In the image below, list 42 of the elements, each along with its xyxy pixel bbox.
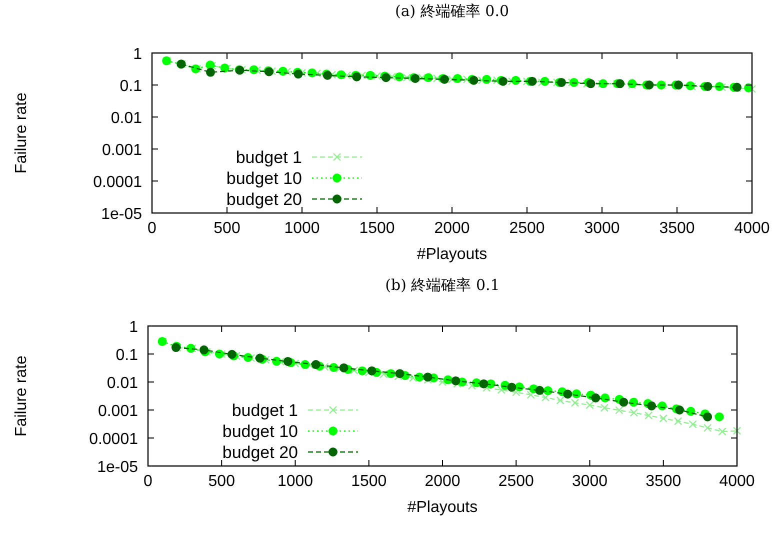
y-axis-title: Failure rate [13, 355, 30, 436]
y-tick-label: 1e-05 [101, 206, 142, 223]
legend-label: budget 1 [236, 148, 302, 167]
y-tick-label: 0.01 [110, 110, 142, 127]
x-tick-label: 500 [208, 473, 236, 490]
x-tick-label: 1000 [277, 473, 314, 490]
legend-label: budget 1 [232, 401, 298, 420]
y-tick-label: 0.1 [116, 347, 138, 364]
y-tick-label: 0.0001 [93, 174, 142, 191]
x-tick-label: 1500 [351, 473, 387, 490]
x-tick-label: 4000 [719, 473, 755, 490]
x-tick-label: 0 [148, 220, 157, 237]
x-tick-label: 3500 [659, 220, 695, 237]
y-tick-label: 0.1 [120, 78, 142, 95]
x-tick-label: 500 [214, 220, 240, 237]
x-tick-label: 1500 [359, 220, 395, 237]
y-tick-label: 0.0001 [89, 431, 138, 448]
chart-title: (a) 終端確率 0.0 [394, 2, 510, 20]
legend-label: budget 20 [222, 443, 298, 462]
y-tick-label: 0.001 [102, 142, 142, 159]
x-tick-label: 2500 [509, 220, 545, 237]
x-axis-title: #Playouts [416, 246, 488, 263]
y-tick-label: 1 [129, 319, 138, 336]
x-tick-label: 1000 [284, 220, 320, 237]
legend-label: budget 10 [222, 422, 298, 441]
x-axis-title: #Playouts [407, 499, 478, 516]
y-tick-label: 0.01 [106, 375, 138, 392]
y-tick-label: 1 [133, 46, 142, 63]
legend-label: budget 20 [226, 190, 302, 209]
chart-title: (b) 終端確率 0.1 [385, 276, 500, 294]
x-tick-label: 3000 [584, 220, 620, 237]
x-tick-label: 0 [144, 473, 153, 490]
x-tick-label: 2500 [498, 473, 534, 490]
y-axis-title: Failure rate [13, 92, 30, 174]
x-tick-label: 2000 [424, 473, 460, 490]
x-tick-label: 2000 [434, 220, 470, 237]
x-tick-label: 4000 [734, 220, 770, 237]
y-tick-label: 0.001 [98, 403, 138, 420]
y-tick-label: 1e-05 [97, 459, 138, 476]
x-tick-label: 3000 [572, 473, 608, 490]
x-tick-label: 3500 [646, 473, 682, 490]
legend-label: budget 10 [226, 169, 302, 188]
